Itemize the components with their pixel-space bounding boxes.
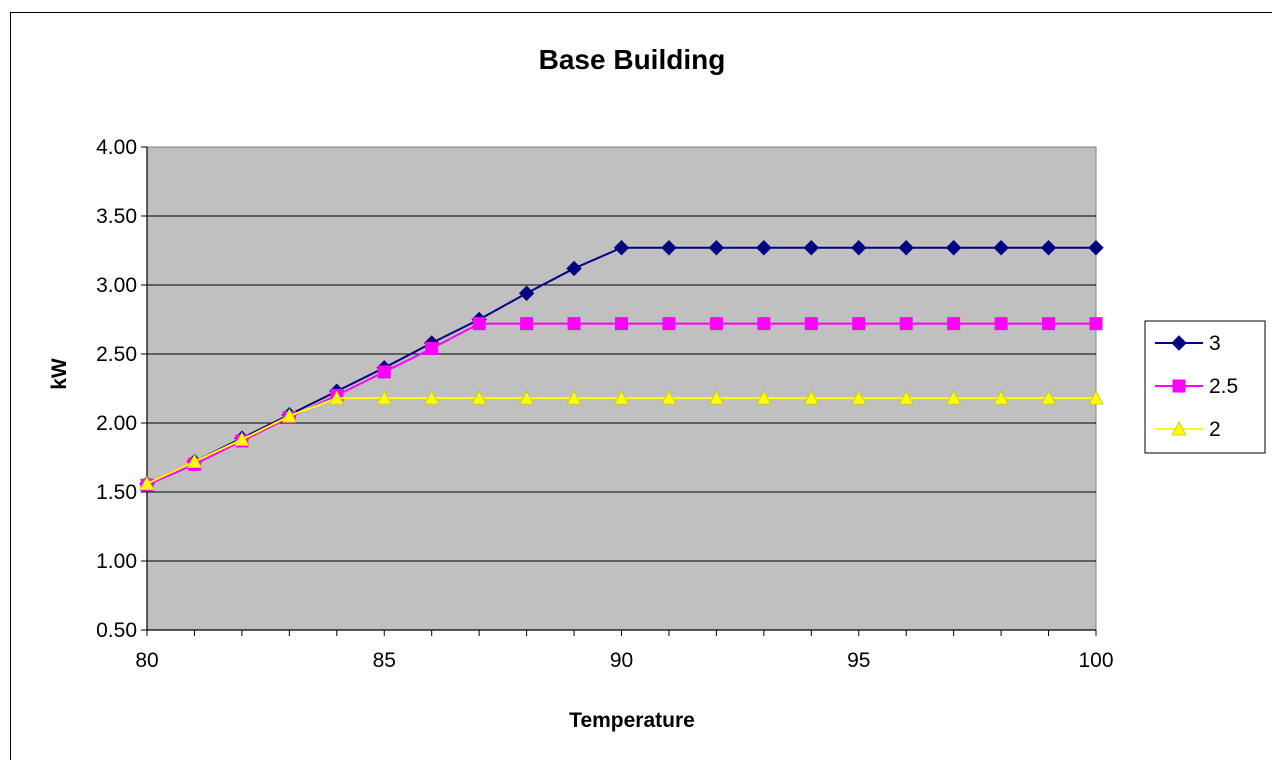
data-point-square <box>1042 317 1056 331</box>
data-point-triangle <box>518 390 535 405</box>
chart-svg: Base Building 0.50 1.00 1.50 2.00 2.50 3.00 3.… <box>48 44 1266 732</box>
data-point-square <box>377 365 391 379</box>
data-point-triangle <box>376 390 392 405</box>
data-point-diamond <box>993 240 1009 256</box>
y-tick-label: 4.00 <box>96 136 137 159</box>
data-point-triangle <box>898 390 914 405</box>
x-tick-label: 90 <box>610 649 633 672</box>
y-axis-ticks: 0.50 1.00 1.50 2.00 2.50 3.00 3.50 4.00 <box>96 136 147 642</box>
data-point-square <box>472 317 486 331</box>
data-point-diamond <box>708 240 725 256</box>
data-point-square <box>852 317 866 331</box>
legend: 32.52 <box>1144 320 1266 454</box>
data-point-diamond <box>1040 240 1057 256</box>
y-tick-label: 3.00 <box>96 274 137 297</box>
data-point-triangle <box>424 390 440 405</box>
data-point-triangle <box>471 390 487 405</box>
y-tick-label: 2.00 <box>96 412 137 435</box>
data-point-triangle <box>139 475 155 491</box>
data-point-square <box>947 317 961 331</box>
x-tick-label: 85 <box>373 649 396 672</box>
y-tick-label: 1.00 <box>96 550 137 573</box>
data-point-diamond <box>945 240 962 256</box>
x-tick-label: 95 <box>847 649 870 672</box>
legend-item-2.5: 2.5 <box>1155 375 1238 398</box>
data-point-square <box>425 341 439 355</box>
data-point-square <box>1089 317 1103 331</box>
data-point-square <box>757 317 771 331</box>
legend-label: 3 <box>1209 332 1221 355</box>
data-point-triangle <box>661 390 677 405</box>
data-point-triangle <box>329 390 345 405</box>
data-point-triangle <box>613 390 630 405</box>
x-axis-title: Temperature <box>569 709 695 732</box>
data-point-diamond <box>661 240 677 256</box>
plot-area <box>146 146 1097 631</box>
data-point-diamond <box>613 240 630 256</box>
y-tick-label: 1.50 <box>96 481 137 504</box>
data-point-triangle <box>1171 421 1187 436</box>
y-tick-label: 0.50 <box>96 619 137 642</box>
data-point-triangle <box>281 408 298 423</box>
x-tick-label: 100 <box>1078 649 1113 672</box>
data-point-triangle <box>756 390 772 405</box>
chart-title: Base Building <box>539 44 726 75</box>
legend-item-3: 3 <box>1155 332 1221 355</box>
data-point-square <box>520 317 534 331</box>
data-point-square <box>662 317 676 331</box>
data-point-triangle <box>186 453 203 469</box>
data-point-triangle <box>1088 390 1104 405</box>
data-point-square <box>899 317 913 331</box>
data-point-triangle <box>1040 390 1057 405</box>
data-point-square <box>567 317 581 331</box>
data-point-diamond <box>1171 335 1187 351</box>
series-layer <box>139 240 1104 492</box>
data-point-square <box>804 317 818 331</box>
x-tick-label: 80 <box>135 649 158 672</box>
data-point-diamond <box>566 260 582 277</box>
data-point-diamond <box>898 240 914 256</box>
data-point-triangle <box>803 390 819 405</box>
legend-label: 2.5 <box>1209 375 1238 398</box>
data-point-diamond <box>803 240 820 256</box>
data-point-square <box>709 317 723 331</box>
data-point-diamond <box>756 240 772 256</box>
x-axis-ticks: 80 85 90 95 100 <box>135 630 1114 672</box>
data-point-triangle <box>851 390 867 405</box>
data-point-triangle <box>993 390 1009 405</box>
legend-item-2: 2 <box>1155 418 1221 441</box>
data-point-diamond <box>518 285 535 301</box>
data-point-square <box>994 317 1008 331</box>
data-point-diamond <box>1088 240 1104 256</box>
chart-frame: Base Building 0.50 1.00 1.50 2.00 2.50 3.00 3.… <box>10 12 1272 760</box>
data-point-triangle <box>945 390 962 405</box>
data-point-triangle <box>234 431 250 446</box>
series-2 <box>139 390 1104 491</box>
plot-background <box>146 146 1097 631</box>
data-point-diamond <box>851 240 867 256</box>
data-point-square <box>615 317 628 331</box>
data-point-triangle <box>708 390 725 405</box>
data-point-triangle <box>566 390 582 405</box>
data-point-square <box>1172 379 1186 393</box>
legend-label: 2 <box>1209 418 1221 441</box>
y-tick-label: 3.50 <box>96 205 137 228</box>
y-axis-title: kW <box>48 358 71 390</box>
y-tick-label: 2.50 <box>96 343 137 366</box>
